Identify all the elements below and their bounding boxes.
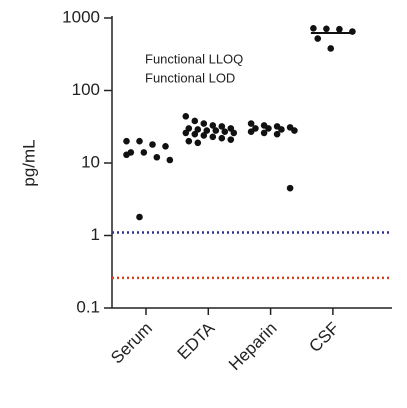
data-point bbox=[209, 133, 217, 141]
x-tick-label: CSF bbox=[305, 319, 342, 356]
data-point bbox=[153, 153, 161, 161]
data-point bbox=[230, 129, 238, 137]
data-point bbox=[212, 127, 220, 134]
data-point bbox=[140, 149, 148, 156]
data-point bbox=[218, 134, 226, 142]
legend-label: Functional LOD bbox=[145, 70, 235, 85]
data-point bbox=[336, 25, 343, 33]
data-point bbox=[194, 139, 202, 147]
data-point bbox=[194, 126, 202, 133]
data-point bbox=[260, 129, 268, 137]
y-tick-label: 1000 bbox=[62, 7, 100, 26]
data-point bbox=[203, 127, 211, 134]
data-point bbox=[136, 137, 143, 145]
data-point bbox=[136, 213, 143, 221]
legend-label: Functional LLOQ bbox=[145, 51, 243, 66]
x-tick-label: Serum bbox=[107, 319, 156, 368]
data-point bbox=[227, 136, 235, 143]
y-tick-label: 0.1 bbox=[76, 297, 100, 316]
data-point bbox=[200, 120, 208, 127]
data-point bbox=[291, 127, 298, 134]
data-point bbox=[200, 132, 208, 139]
y-tick-label: 100 bbox=[72, 80, 100, 99]
data-point bbox=[123, 151, 130, 159]
data-point bbox=[314, 35, 322, 42]
data-point bbox=[286, 184, 294, 192]
data-point bbox=[191, 117, 199, 125]
data-point bbox=[273, 130, 281, 138]
data-point bbox=[166, 156, 174, 164]
data-point bbox=[247, 120, 255, 127]
data-point bbox=[149, 141, 156, 148]
data-point bbox=[182, 129, 190, 137]
data-point bbox=[310, 25, 317, 32]
x-tick-label: EDTA bbox=[174, 318, 219, 363]
y-axis-label: pg/mL bbox=[19, 139, 38, 186]
data-point bbox=[123, 137, 130, 145]
data-point bbox=[182, 113, 190, 120]
data-point bbox=[278, 126, 285, 133]
y-tick-label: 1 bbox=[91, 225, 100, 244]
data-point bbox=[221, 128, 229, 136]
data-point bbox=[247, 128, 255, 136]
data-point bbox=[265, 125, 272, 132]
data-point bbox=[191, 130, 199, 138]
data-point bbox=[218, 123, 226, 130]
data-point bbox=[323, 25, 330, 33]
data-point bbox=[209, 122, 217, 129]
data-point bbox=[327, 45, 335, 52]
x-tick-label: Heparin bbox=[225, 319, 281, 375]
y-tick-label: 10 bbox=[81, 152, 100, 171]
data-point bbox=[162, 142, 169, 150]
data-point bbox=[185, 137, 193, 145]
